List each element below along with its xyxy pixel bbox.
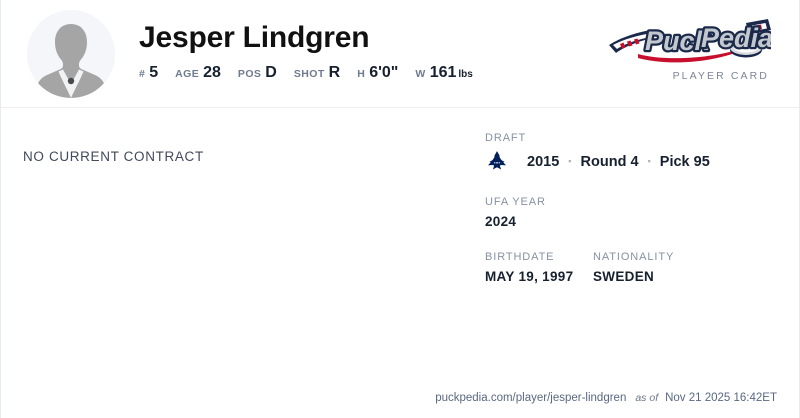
- card-header: Jesper Lindgren # 5 AGE 28 POS D SHOT R …: [1, 0, 799, 108]
- draft-details: 2015 ▪ Round 4 ▪ Pick 95: [485, 150, 785, 174]
- footer-timestamp: Nov 21 2025 16:42ET: [665, 392, 777, 404]
- stat-value: R: [328, 64, 341, 81]
- stat-label: #: [139, 68, 146, 80]
- card-body: NO CURRENT CONTRACT DRAFT 2015 ▪: [1, 108, 799, 378]
- player-info-column: DRAFT 2015 ▪ Round 4 ▪ Pick: [485, 132, 785, 284]
- svg-text:Pedia: Pedia: [701, 23, 771, 53]
- brand-logo[interactable]: Puck Puck Pedia Pedia PLAYER CARD: [603, 14, 771, 82]
- stat-shot: SHOT R: [294, 64, 340, 82]
- stat-label: AGE: [175, 68, 200, 80]
- draft-summary: 2015 ▪ Round 4 ▪ Pick 95: [527, 154, 710, 170]
- contract-status: NO CURRENT CONTRACT: [23, 149, 204, 164]
- footer-asof-label: as of: [635, 392, 659, 404]
- stat-number: # 5: [139, 64, 158, 82]
- stat-label: SHOT: [293, 68, 325, 80]
- stat-value: D: [265, 64, 277, 81]
- stat-age: AGE 28: [175, 64, 221, 82]
- nationality-value: SWEDEN: [593, 269, 655, 284]
- bio-section: BIRTHDATE MAY 19, 1997 NATIONALITY SWEDE…: [485, 251, 785, 284]
- birthdate-label: BIRTHDATE: [485, 251, 555, 263]
- stat-value: 5: [149, 64, 159, 81]
- player-card-subtitle: PLAYER CARD: [672, 70, 769, 82]
- player-silhouette-icon: [27, 10, 115, 98]
- player-stats-row: # 5 AGE 28 POS D SHOT R H 6'0" W 161: [139, 64, 473, 82]
- stat-position: POS D: [238, 64, 277, 82]
- stat-weight: W 161 lbs: [415, 64, 472, 82]
- stat-value: 161: [429, 64, 457, 81]
- separator-icon: ▪: [647, 156, 651, 166]
- draft-round: Round 4: [580, 154, 639, 170]
- separator-icon: ▪: [568, 156, 572, 166]
- draft-pick: Pick 95: [659, 154, 710, 170]
- nationality-label: NATIONALITY: [593, 251, 675, 263]
- toronto-maple-leafs-logo-icon[interactable]: [485, 150, 509, 174]
- stat-label: W: [415, 68, 426, 80]
- avatar: [27, 10, 115, 98]
- nationality-section: NATIONALITY SWEDEN: [593, 251, 674, 284]
- ufa-value: 2024: [485, 214, 517, 229]
- footer: puckpedia.com/player/jesper-lindgren as …: [435, 392, 777, 404]
- stat-value: 6'0": [369, 64, 399, 81]
- footer-url[interactable]: puckpedia.com/player/jesper-lindgren: [435, 392, 627, 404]
- svg-text:Puck: Puck: [645, 26, 712, 56]
- draft-section: DRAFT 2015 ▪ Round 4 ▪ Pick: [485, 132, 785, 174]
- stat-label: H: [357, 68, 366, 80]
- birthdate-section: BIRTHDATE MAY 19, 1997: [485, 251, 593, 284]
- page-title: Jesper Lindgren: [139, 21, 370, 54]
- stat-unit: lbs: [458, 69, 473, 80]
- draft-label: DRAFT: [485, 132, 527, 144]
- draft-year: 2015: [527, 154, 560, 170]
- stat-value: 28: [203, 64, 221, 81]
- puckpedia-logo-icon: Puck Puck Pedia Pedia: [609, 19, 771, 63]
- svg-text:Puck: Puck: [645, 26, 712, 56]
- stat-height: H 6'0": [357, 64, 398, 82]
- svg-text:Pedia: Pedia: [701, 23, 771, 53]
- ufa-label: UFA YEAR: [485, 196, 546, 208]
- stat-label: POS: [237, 68, 262, 80]
- birthdate-value: MAY 19, 1997: [485, 269, 574, 284]
- ufa-section: UFA YEAR 2024: [485, 196, 785, 229]
